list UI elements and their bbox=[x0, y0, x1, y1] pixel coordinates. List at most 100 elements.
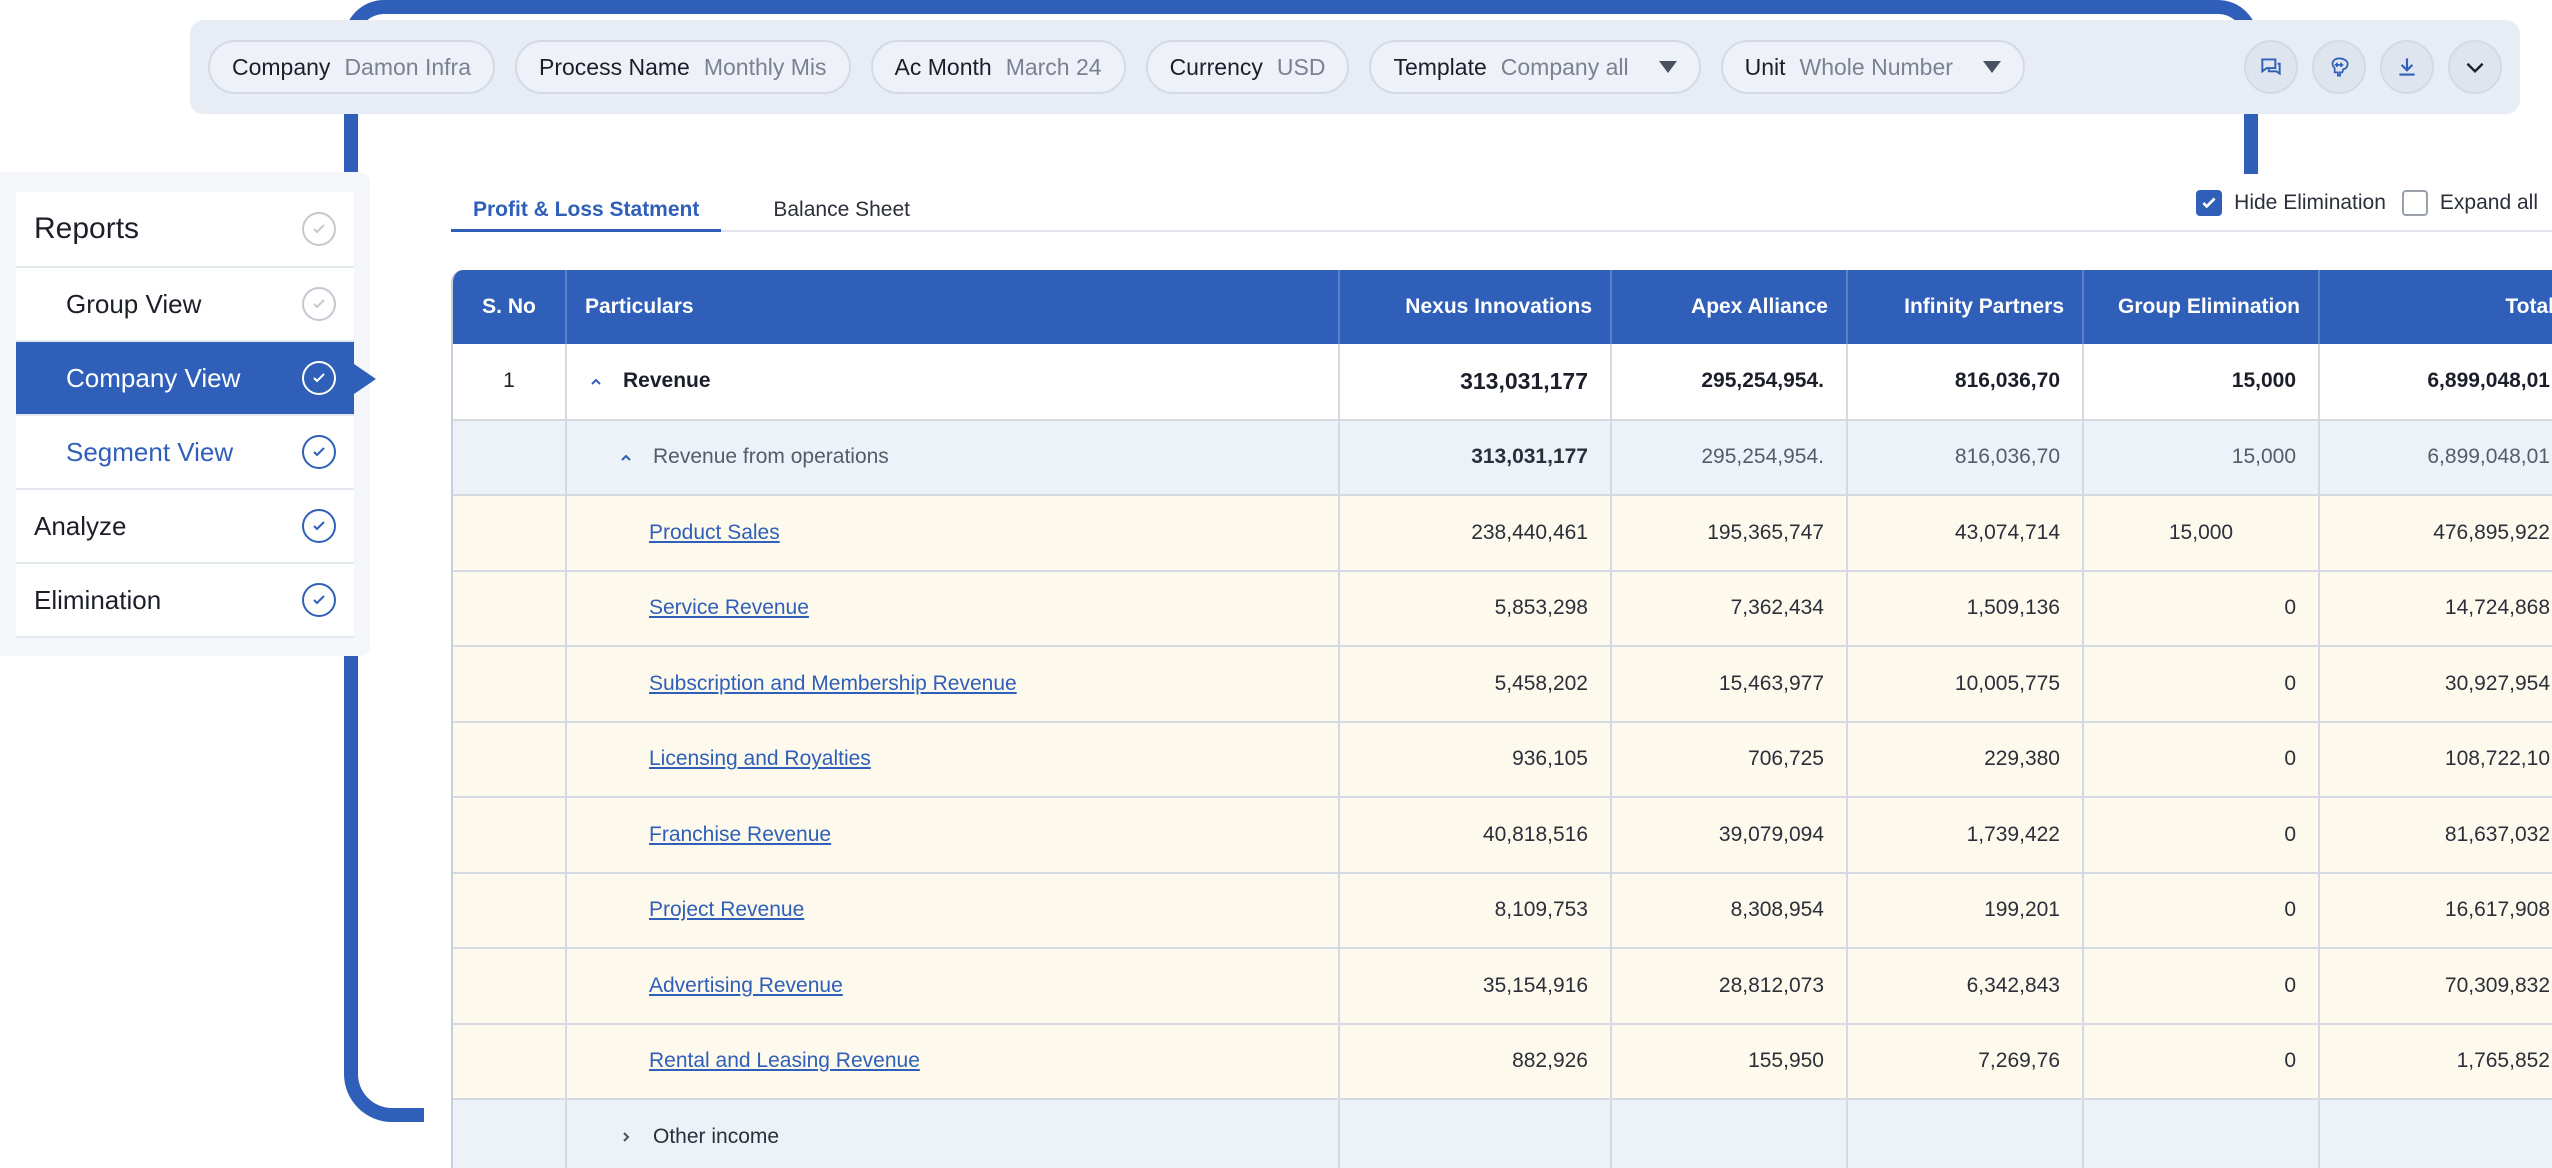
sidebar-item-label: Company View bbox=[66, 362, 241, 393]
filter-value: USD bbox=[1276, 53, 1326, 80]
tab-balance-sheet[interactable]: Balance Sheet bbox=[773, 198, 910, 221]
chevron-up-icon[interactable] bbox=[619, 451, 633, 465]
filter-label: Currency bbox=[1169, 53, 1263, 80]
sidebar-item-reports[interactable]: Reports bbox=[16, 192, 354, 268]
cell-value: 195,365,747 bbox=[1611, 495, 1848, 572]
report-table-container: S. No Particulars Nexus Innovations Apex… bbox=[451, 270, 2552, 1168]
expand-toolbar-button[interactable] bbox=[2448, 40, 2502, 94]
filter-value: Company all bbox=[1500, 53, 1629, 80]
caret-down-icon bbox=[1982, 61, 2001, 73]
sidebar-item-elimination[interactable]: Elimination bbox=[16, 564, 354, 638]
cell-sno bbox=[453, 872, 567, 949]
cell-particulars: Other income bbox=[566, 1099, 1340, 1168]
cell-value: 882,926 bbox=[1339, 1023, 1612, 1100]
cell-value: 15,000 bbox=[2083, 419, 2320, 496]
cell-value: 0 bbox=[2083, 1023, 2320, 1100]
cell-sno bbox=[453, 721, 567, 798]
cell-sno bbox=[453, 646, 567, 723]
row-label: Revenue bbox=[623, 369, 711, 393]
cell-sno bbox=[453, 495, 567, 572]
cell-value: 30,927,954 bbox=[2319, 646, 2552, 723]
table-row-revenue[interactable]: 1 Revenue 313,031,177 295,254,954. 816,0… bbox=[453, 344, 2552, 421]
header-particulars: Particulars bbox=[566, 270, 1340, 344]
line-item-link[interactable]: Subscription and Membership Revenue bbox=[649, 671, 1017, 695]
hide-elimination-toggle[interactable]: Hide Elimination bbox=[2196, 190, 2386, 216]
table-options: Hide Elimination Expand all bbox=[2180, 190, 2538, 216]
cell-value: 6,899,048,01 bbox=[2319, 419, 2552, 496]
cell-value: 313,031,177 bbox=[1339, 344, 1612, 421]
cell-value: 28,812,073 bbox=[1611, 948, 1848, 1025]
filter-template-dropdown[interactable]: Template Company all bbox=[1369, 40, 1701, 94]
cell-value: 5,458,202 bbox=[1339, 646, 1612, 723]
cell-particulars: Rental and Leasing Revenue bbox=[566, 1023, 1340, 1100]
filter-label: Unit bbox=[1744, 53, 1786, 80]
line-item-link[interactable]: Franchise Revenue bbox=[649, 822, 832, 846]
cell-particulars: Advertising Revenue bbox=[566, 948, 1340, 1025]
cell-value: 0 bbox=[2083, 797, 2320, 874]
cell-value: 1,509,136 bbox=[1847, 570, 2084, 647]
checkbox-unchecked-icon[interactable] bbox=[2401, 190, 2428, 216]
chat-icon bbox=[2261, 58, 2281, 76]
cell-value: 295,254,954. bbox=[1611, 344, 1848, 421]
chevron-right-icon[interactable] bbox=[619, 1130, 633, 1144]
cell-value: 35,154,916 bbox=[1339, 948, 1612, 1025]
report-tabs: Profit & Loss Statment Balance Sheet bbox=[451, 190, 2552, 232]
chat-button[interactable] bbox=[2244, 40, 2298, 94]
sidebar-menu: Reports Group View Company View Segment … bbox=[16, 192, 376, 638]
cell-value: 7,269,76 bbox=[1847, 1023, 2084, 1100]
cell-value: 0 bbox=[2083, 570, 2320, 647]
sidebar-item-label: Reports bbox=[34, 212, 140, 245]
table-row-revenue-operations[interactable]: Revenue from operations 313,031,177 295,… bbox=[453, 419, 2552, 496]
line-item-link[interactable]: Rental and Leasing Revenue bbox=[649, 1049, 920, 1073]
line-item-link[interactable]: Project Revenue bbox=[649, 898, 805, 922]
ai-insights-button[interactable] bbox=[2312, 40, 2366, 94]
filter-process-name[interactable]: Process Name Monthly Mis bbox=[515, 40, 851, 94]
cell-value: 0 bbox=[2083, 872, 2320, 949]
cell-value: 816,036,70 bbox=[1847, 344, 2084, 421]
cell-value: 1,739,422 bbox=[1847, 797, 2084, 874]
line-item-link[interactable]: Service Revenue bbox=[649, 596, 809, 620]
download-icon bbox=[2399, 58, 2415, 76]
brain-icon bbox=[2331, 57, 2349, 77]
chevron-up-icon[interactable] bbox=[589, 375, 603, 389]
line-item-link[interactable]: Product Sales bbox=[649, 520, 780, 544]
cell-value bbox=[2083, 1099, 2320, 1168]
table-row: Licensing and Royalties 936,105 706,725 … bbox=[453, 721, 2552, 798]
filter-label: Template bbox=[1393, 53, 1487, 80]
sidebar-item-analyze[interactable]: Analyze bbox=[16, 490, 354, 564]
filter-value: Damon Infra bbox=[344, 53, 471, 80]
table-row: Subscription and Membership Revenue 5,45… bbox=[453, 646, 2552, 723]
check-circle-icon bbox=[302, 287, 336, 321]
sidebar-item-segment-view[interactable]: Segment View bbox=[16, 416, 354, 490]
table-row-other-income[interactable]: Other income bbox=[453, 1099, 2552, 1168]
expand-all-toggle[interactable]: Expand all bbox=[2401, 190, 2538, 216]
cell-value: 5,853,298 bbox=[1339, 570, 1612, 647]
cell-value: 70,309,832 bbox=[2319, 948, 2552, 1025]
cell-sno: 1 bbox=[453, 344, 567, 421]
sidebar-item-company-view[interactable]: Company View bbox=[16, 342, 376, 416]
cell-sno bbox=[453, 797, 567, 874]
download-button[interactable] bbox=[2380, 40, 2434, 94]
cell-value: 1,765,852 bbox=[2319, 1023, 2552, 1100]
filter-label: Process Name bbox=[539, 53, 690, 80]
cell-value: 15,000 bbox=[2083, 344, 2320, 421]
cell-sno bbox=[453, 948, 567, 1025]
filter-ac-month[interactable]: Ac Month March 24 bbox=[870, 40, 1126, 94]
line-item-link[interactable]: Advertising Revenue bbox=[649, 973, 843, 997]
sidebar-item-group-view[interactable]: Group View bbox=[16, 268, 354, 342]
tab-profit-loss[interactable]: Profit & Loss Statment bbox=[451, 190, 722, 232]
cell-particulars: Revenue bbox=[566, 344, 1340, 421]
cell-particulars: Franchise Revenue bbox=[566, 797, 1340, 874]
filter-company[interactable]: Company Damon Infra bbox=[208, 40, 495, 94]
cell-value: 295,254,954. bbox=[1611, 419, 1848, 496]
checkbox-checked-icon[interactable] bbox=[2196, 190, 2223, 216]
line-item-link[interactable]: Licensing and Royalties bbox=[649, 747, 871, 771]
cell-value: 476,895,922 bbox=[2319, 495, 2552, 572]
check-circle-icon bbox=[302, 435, 336, 469]
cell-value: 706,725 bbox=[1611, 721, 1848, 798]
check-circle-icon bbox=[302, 509, 336, 543]
filter-unit-dropdown[interactable]: Unit Whole Number bbox=[1720, 40, 2025, 94]
cell-value: 8,109,753 bbox=[1339, 872, 1612, 949]
filter-value: March 24 bbox=[1005, 53, 1102, 80]
filter-currency[interactable]: Currency USD bbox=[1145, 40, 1350, 94]
